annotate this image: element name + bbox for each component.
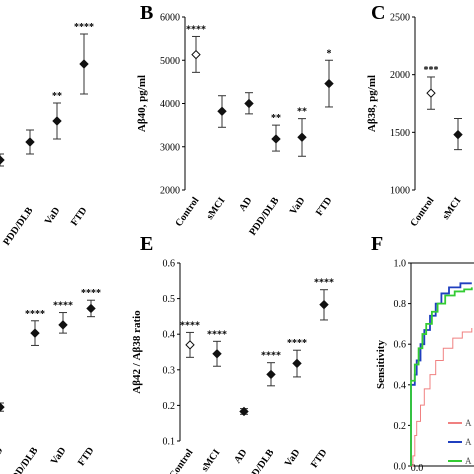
y-tick-label: 0.0 (394, 462, 407, 473)
y-tick-label: 1500 (390, 128, 410, 139)
y-axis-title: Sensitivity (375, 340, 387, 389)
category-label: Control (408, 195, 436, 229)
data-point-diamond (239, 406, 249, 417)
y-tick-label: 4000 (160, 99, 180, 110)
significance-label: ** (271, 113, 281, 124)
data-point-diamond (324, 78, 334, 89)
y-tick-label: 0.2 (163, 401, 176, 412)
data-point-diamond (185, 340, 195, 350)
category-label: sMCI (440, 195, 463, 221)
y-tick-label: 6000 (160, 13, 180, 24)
significance-label: ** (52, 91, 62, 102)
category-label: PDD/DLB (6, 445, 40, 474)
legend-label: A (465, 456, 472, 466)
category-label: FTD (309, 447, 329, 470)
roc-curve-line (410, 282, 472, 466)
data-point-diamond (297, 132, 307, 142)
y-tick-label: 2000 (160, 186, 180, 197)
data-point-diamond (79, 59, 89, 69)
y-tick-label: 2000 (390, 70, 410, 81)
significance-label: *** (424, 65, 439, 76)
y-axis-title: Aβ40, pg/ml (136, 75, 148, 132)
roc-curve-line (411, 327, 473, 467)
data-point-diamond (30, 328, 40, 338)
category-label: VaD (49, 445, 69, 466)
y-tick-label: 0.4 (394, 380, 407, 391)
category-label: AD (232, 447, 249, 465)
data-point-diamond (52, 116, 62, 126)
category-label: AD (237, 195, 254, 213)
data-point-diamond (266, 369, 276, 380)
panel-letter-f: F (371, 233, 383, 255)
roc-curve-line (410, 287, 473, 466)
y-tick-label: 3000 (160, 142, 180, 153)
data-point-diamond (319, 299, 329, 310)
category-label: sMCI (204, 195, 227, 221)
category-label: FTD (76, 445, 96, 468)
y-tick-label: 5000 (160, 56, 180, 67)
category-label: AD (0, 445, 5, 463)
category-label: PDD/DLB (1, 205, 35, 248)
y-tick-label: 0.8 (394, 299, 407, 310)
data-point-diamond (58, 320, 68, 330)
data-point-diamond (212, 349, 222, 359)
category-label: PDD/DLB (242, 447, 276, 474)
category-label: Control (167, 447, 195, 474)
data-point-diamond (271, 134, 281, 144)
data-point-diamond (191, 49, 201, 60)
legend-label: A (465, 418, 472, 428)
y-tick-label: 0.6 (163, 259, 176, 270)
significance-label: **** (207, 329, 227, 340)
category-label: VaD (283, 447, 303, 468)
data-point-diamond (244, 98, 254, 109)
y-tick-label: 1000 (390, 186, 410, 197)
y-tick-label: 0.3 (163, 365, 176, 376)
y-tick-label: 0.2 (394, 421, 407, 432)
y-tick-label: 0.1 (163, 437, 176, 448)
data-point-diamond (217, 106, 227, 116)
category-label: Control (173, 195, 201, 229)
data-point-diamond (0, 402, 5, 412)
y-tick-label: 0.6 (394, 340, 407, 351)
significance-label: **** (261, 351, 281, 362)
panel-letter-e: E (140, 233, 153, 255)
significance-label: **** (81, 288, 101, 299)
data-point-diamond (86, 303, 96, 314)
significance-label: ** (297, 107, 307, 118)
data-point-diamond (292, 358, 302, 369)
category-label: VaD (43, 205, 63, 226)
y-tick-label: 1.0 (394, 259, 407, 270)
data-point-diamond (25, 137, 35, 147)
significance-label: **** (287, 338, 307, 349)
y-tick-label: 2500 (390, 13, 410, 24)
data-point-diamond (0, 155, 5, 165)
y-axis-title: Aβ42 / Aβ38 ratio (131, 310, 143, 394)
significance-label: **** (314, 278, 334, 289)
y-axis-title: Aβ38, pg/ml (366, 75, 378, 132)
category-label: sMCI (199, 447, 222, 473)
significance-label: **** (25, 309, 45, 320)
panel-letter-b: B (140, 2, 153, 24)
significance-label: **** (74, 22, 94, 33)
significance-label: **** (186, 24, 206, 35)
x-tick-label: 0.0 (411, 463, 424, 474)
y-tick-label: 0.5 (163, 294, 176, 305)
plot-frame (410, 262, 474, 467)
category-label: FTD (314, 195, 334, 218)
significance-label: **** (180, 320, 200, 331)
significance-label: * (327, 48, 332, 59)
panel-letter-c: C (371, 2, 385, 24)
significance-label: **** (53, 301, 73, 312)
category-label: VaD (288, 195, 308, 216)
y-tick-label: 0.4 (163, 330, 176, 341)
legend-label: A (465, 437, 472, 447)
category-label: FTD (69, 205, 89, 228)
data-point-diamond (453, 129, 463, 140)
data-point-diamond (426, 88, 436, 98)
